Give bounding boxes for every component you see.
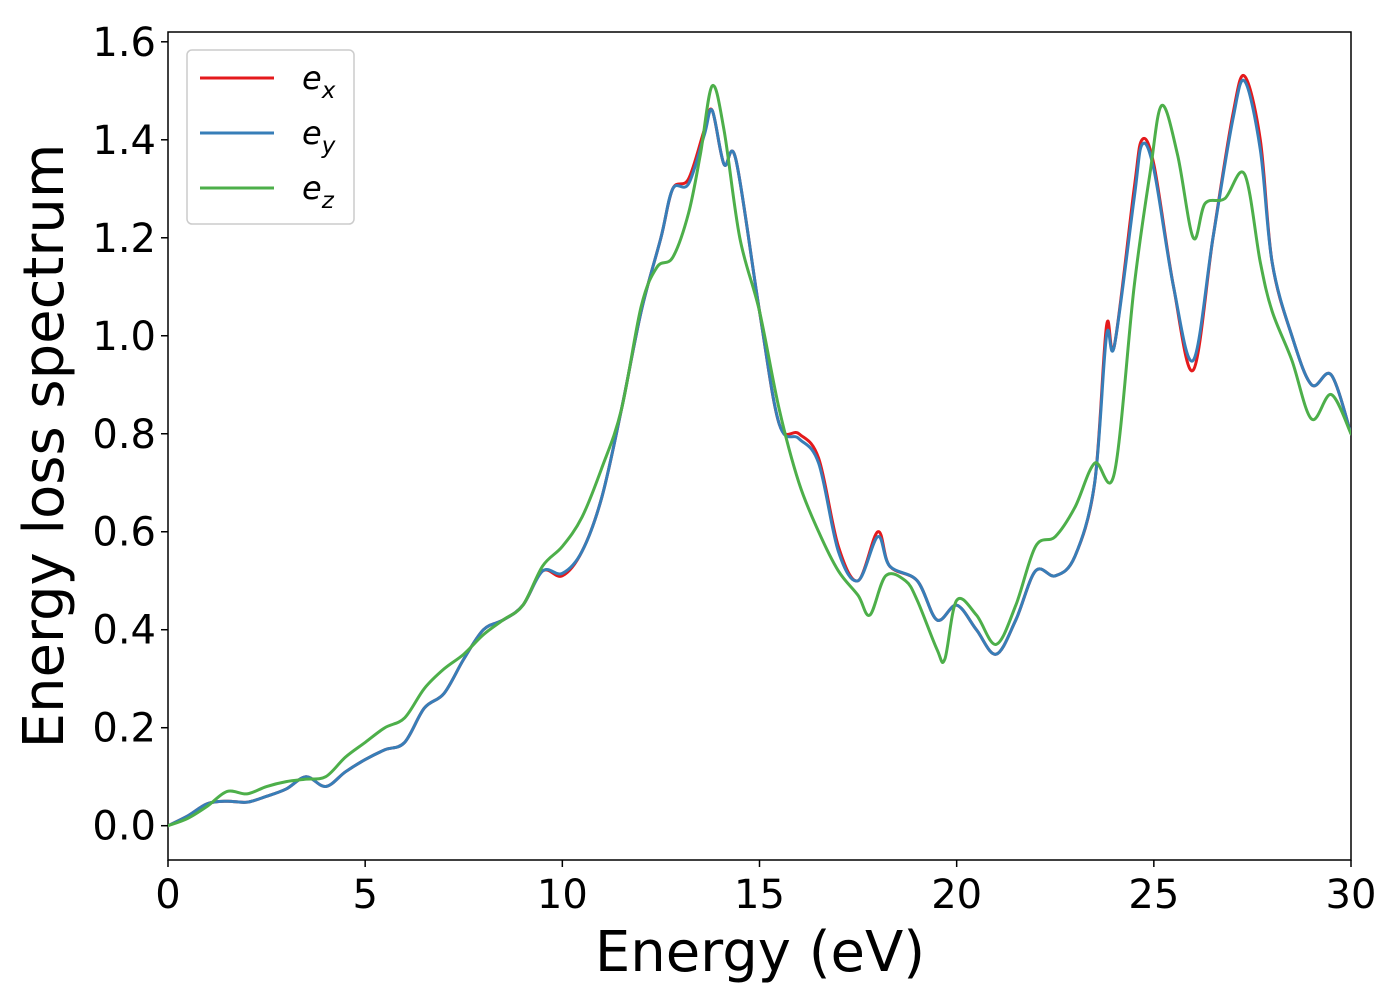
x-tick-label: 5 [352,872,377,918]
x-tick-label: 0 [155,872,180,918]
legend-label-ex: ex [302,59,336,104]
y-tick-label: 1.4 [92,118,156,164]
legend: ex ey ez [186,49,355,225]
legend-label-ez: ez [302,169,335,214]
y-tick-label: 0.8 [92,412,156,458]
y-tick-label: 1.6 [92,20,156,66]
x-tick-label: 20 [931,872,982,918]
x-axis: 0 5 10 15 20 25 30 [155,860,1376,918]
y-tick-label: 0.4 [92,608,156,654]
y-axis-title: Energy loss spectrum [12,144,77,749]
y-axis: 0.0 0.2 0.4 0.6 0.8 1.0 1.2 1.4 1.6 [92,20,168,850]
x-axis-title: Energy (eV) [595,920,925,985]
series-line-ey [168,78,1351,828]
y-tick-label: 0.6 [92,510,156,556]
x-tick-label: 25 [1128,872,1179,918]
y-tick-label: 0.2 [92,706,156,752]
legend-label-ey: ey [302,114,336,159]
legend-box [186,49,355,225]
series-layer [168,73,1351,828]
y-tick-label: 1.0 [92,314,156,360]
x-tick-label: 15 [734,872,785,918]
x-tick-label: 30 [1326,872,1377,918]
x-tick-label: 10 [537,872,588,918]
series-line-ez [168,84,1351,828]
y-tick-label: 1.2 [92,216,156,262]
y-tick-label: 0.0 [92,804,156,850]
